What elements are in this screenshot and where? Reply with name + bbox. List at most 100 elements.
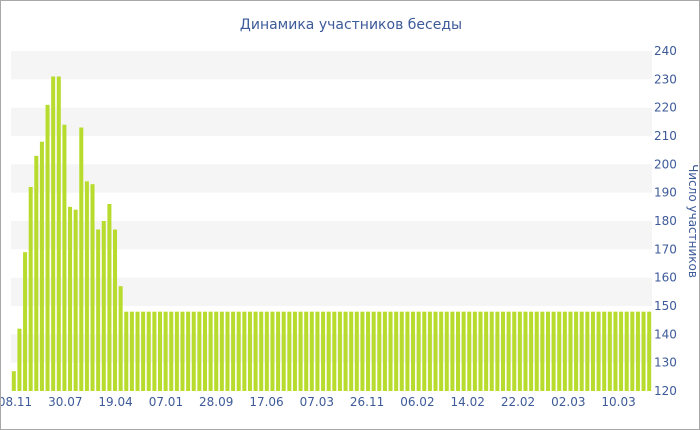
- bar: [472, 311, 477, 391]
- bar: [343, 311, 348, 391]
- bar: [405, 311, 410, 391]
- grid-band: [11, 51, 652, 80]
- bar: [337, 311, 342, 391]
- bar: [186, 311, 191, 391]
- bar: [180, 311, 185, 391]
- bar: [107, 204, 112, 391]
- bar: [517, 311, 522, 391]
- bar: [304, 311, 309, 391]
- bar: [394, 311, 399, 391]
- bar: [349, 311, 354, 391]
- bar: [545, 311, 550, 391]
- y-tick-label: 210: [654, 129, 677, 143]
- bar: [574, 311, 579, 391]
- bar: [354, 311, 359, 391]
- bar: [253, 311, 258, 391]
- x-tick-label: 10.03: [601, 395, 635, 409]
- bar: [101, 221, 106, 391]
- bar: [534, 311, 539, 391]
- x-tick-label: 30.07: [48, 395, 82, 409]
- bar: [489, 311, 494, 391]
- bar: [607, 311, 612, 391]
- bar: [197, 311, 202, 391]
- grid-band: [11, 334, 652, 363]
- y-tick-label: 170: [654, 242, 677, 256]
- x-tick-label: 07.03: [300, 395, 334, 409]
- y-tick-label: 160: [654, 271, 677, 285]
- bar: [62, 124, 67, 392]
- bar: [596, 311, 601, 391]
- bars: [11, 76, 652, 392]
- bar: [399, 311, 404, 391]
- bar: [450, 311, 455, 391]
- bar: [523, 311, 528, 391]
- bar: [219, 311, 224, 391]
- bar: [321, 311, 326, 391]
- bar: [366, 311, 371, 391]
- x-tick-label: 28.09: [199, 395, 233, 409]
- bar: [225, 311, 230, 391]
- bar: [141, 311, 146, 391]
- bar: [124, 311, 129, 391]
- bar: [512, 311, 517, 391]
- bar: [444, 311, 449, 391]
- bar: [360, 311, 365, 391]
- y-tick-label: 180: [654, 214, 677, 228]
- bar: [641, 311, 646, 391]
- bar: [73, 209, 78, 391]
- x-tick-label: 08.11: [1, 395, 32, 409]
- bar: [84, 181, 89, 391]
- grid-band: [11, 164, 652, 193]
- bar: [422, 311, 427, 391]
- bar: [281, 311, 286, 391]
- bar: [467, 311, 472, 391]
- bar: [298, 311, 303, 391]
- bar: [163, 311, 168, 391]
- bar: [478, 311, 483, 391]
- bar: [647, 311, 652, 391]
- bar: [602, 311, 607, 391]
- bar: [495, 311, 500, 391]
- bar: [551, 311, 556, 391]
- grid-bands: [11, 51, 652, 363]
- x-tick-label: 02.03: [551, 395, 585, 409]
- bar: [169, 311, 174, 391]
- y-tick-label: 150: [654, 299, 677, 313]
- x-tick-label: 19.04: [98, 395, 132, 409]
- bar: [135, 311, 140, 391]
- bar: [500, 311, 505, 391]
- bar: [630, 311, 635, 391]
- bar: [568, 311, 573, 391]
- bar: [562, 311, 567, 391]
- x-tick-label: 14.02: [451, 395, 485, 409]
- bar: [590, 311, 595, 391]
- y-tick-label: 130: [654, 356, 677, 370]
- y-tick-label: 240: [654, 44, 677, 58]
- bar: [231, 311, 236, 391]
- bar: [433, 311, 438, 391]
- y-tick-label: 220: [654, 101, 677, 115]
- bar: [247, 311, 252, 391]
- bar: [456, 311, 461, 391]
- bar: [236, 311, 241, 391]
- bar: [309, 311, 314, 391]
- bar: [118, 286, 123, 391]
- bar: [332, 311, 337, 391]
- y-tick-label: 140: [654, 327, 677, 341]
- bar: [23, 252, 28, 391]
- bar: [484, 311, 489, 391]
- bar: [635, 311, 640, 391]
- bar: [416, 311, 421, 391]
- bar: [56, 76, 61, 391]
- x-tick-label: 22.02: [501, 395, 535, 409]
- bar: [90, 184, 95, 391]
- bar: [264, 311, 269, 391]
- bar: [11, 371, 16, 391]
- bar: [388, 311, 393, 391]
- bar: [39, 141, 44, 391]
- bar: [51, 76, 56, 391]
- bar: [242, 311, 247, 391]
- y-axis-ticks: 120 130 140 150 160 170 180 190 200 210 220 230 240: [654, 44, 677, 398]
